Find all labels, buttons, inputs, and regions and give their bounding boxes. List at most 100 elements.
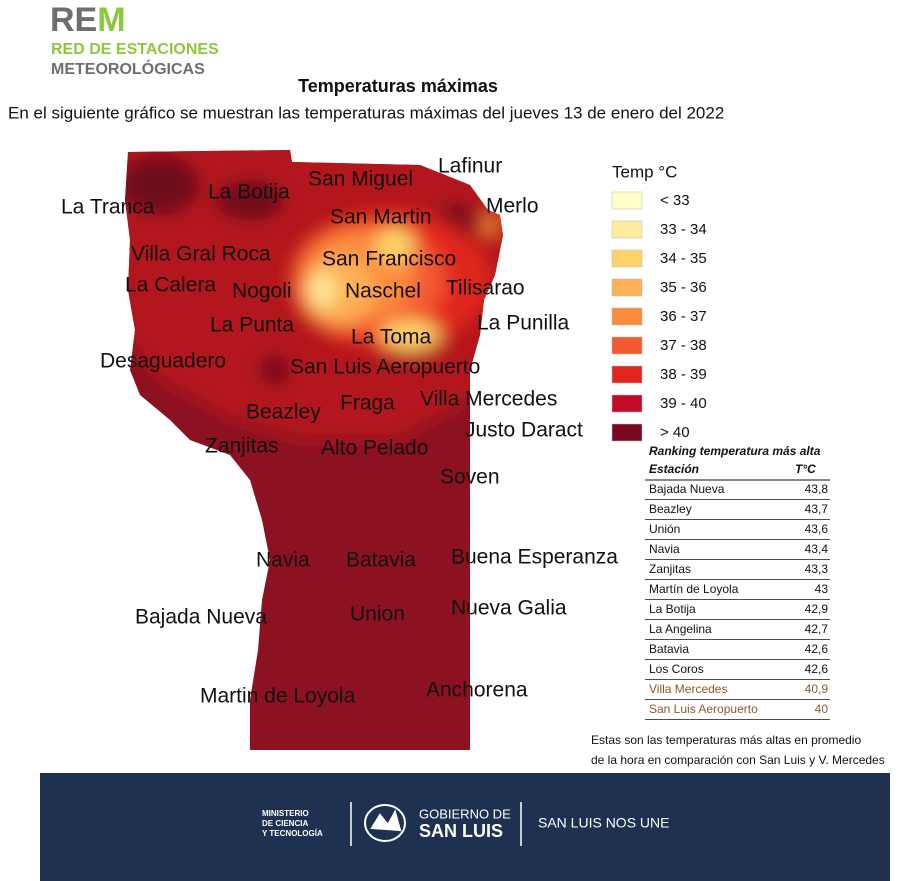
station: Unión <box>649 522 680 536</box>
temperature: 42,7 <box>805 622 829 636</box>
subtitle: En el siguiente gráfico se muestran las … <box>8 103 724 122</box>
map-labels: Lafinur San Miguel La Botija La Tranca Merlo… <box>61 155 618 708</box>
legend-label: 39 - 40 <box>660 395 707 412</box>
legend-title: Temp °C <box>612 162 677 181</box>
map-label: Desaguadero <box>100 350 226 373</box>
station: Los Coros <box>649 662 704 676</box>
footer-ministry: MINISTERIO <box>262 809 309 818</box>
map-label: La Punta <box>210 314 294 337</box>
footer <box>40 773 890 881</box>
map-label: Beazley <box>246 401 321 424</box>
map <box>125 150 503 750</box>
ranking-table: Bajada Nueva 43,8 Beazley 43,7 Unión 43,6 Navi… <box>645 479 830 720</box>
footer-slogan: SAN LUIS NOS UNE <box>538 815 669 831</box>
footer-gov: SAN LUIS <box>419 821 503 841</box>
map-label: Lafinur <box>438 155 502 178</box>
map-label: San Luis Aeropuerto <box>290 356 480 379</box>
logo: REM <box>50 1 126 39</box>
temperature: 43,6 <box>805 522 829 536</box>
legend-label: 38 - 39 <box>660 366 707 383</box>
map-label: San Miguel <box>308 168 413 191</box>
station: Navia <box>649 542 680 556</box>
note: Estas son las temperaturas más altas en … <box>591 733 861 747</box>
station: Martín de Loyola <box>649 582 739 596</box>
legend-label: 35 - 36 <box>660 279 707 296</box>
table-header: Estación <box>649 462 699 476</box>
temperature: 42,9 <box>805 602 829 616</box>
logo-part: M <box>97 1 125 39</box>
station: San Luis Aeropuerto <box>649 702 758 716</box>
legend: < 33 33 - 34 34 - 35 35 - 36 36 - 37 37 - 38 3… <box>611 191 707 442</box>
map-label: Zanjitas <box>205 435 279 458</box>
map-label: Martin de Loyola <box>200 685 356 708</box>
legend-label: 34 - 35 <box>660 250 707 267</box>
legend-swatch <box>611 365 643 384</box>
station: Beazley <box>649 502 692 516</box>
temperature: 40,9 <box>805 682 829 696</box>
map-label: Nogoli <box>232 280 292 303</box>
title: Temperaturas máximas <box>298 76 498 96</box>
footer-gov: GOBIERNO DE <box>419 806 511 821</box>
station: Villa Mercedes <box>649 682 727 696</box>
legend-swatch <box>611 249 643 268</box>
emblem <box>364 804 406 842</box>
temperature: 43,7 <box>805 502 829 516</box>
footer-ministry: Y TECNOLOGÍA <box>262 829 323 838</box>
map-label: Soven <box>440 466 500 489</box>
footer-ministry: DE CIENCIA <box>262 819 308 828</box>
map-label: Navia <box>256 549 310 572</box>
logo-part: RE <box>50 1 97 39</box>
map-label: Naschel <box>345 280 421 303</box>
map-label: Bajada Nueva <box>135 606 267 629</box>
logo-line: RED DE ESTACIONES <box>51 41 219 58</box>
map-label: Nueva Galia <box>451 597 567 620</box>
station: La Angelina <box>649 622 712 636</box>
legend-swatch <box>611 423 643 442</box>
map-label: Justo Daract <box>465 419 583 442</box>
legend-swatch <box>611 307 643 326</box>
legend-label: < 33 <box>660 192 690 209</box>
station: Zanjitas <box>649 562 691 576</box>
legend-swatch <box>611 191 643 210</box>
table-title: Ranking temperatura más alta <box>649 444 821 458</box>
legend-label: 37 - 38 <box>660 337 707 354</box>
temperature: 43,4 <box>805 542 829 556</box>
map-label: La Toma <box>351 326 431 349</box>
temperature: 42,6 <box>805 662 829 676</box>
map-label: La Punilla <box>477 312 570 335</box>
legend-label: > 40 <box>660 424 690 441</box>
legend-swatch <box>611 278 643 297</box>
map-label: Buena Esperanza <box>451 546 618 569</box>
temperature: 42,6 <box>805 642 829 656</box>
map-label: Alto Pelado <box>321 437 428 460</box>
map-label: San Martin <box>330 206 432 229</box>
map-label: Villa Mercedes <box>420 388 557 411</box>
map-label: Villa Gral Roca <box>131 243 271 266</box>
station: Bajada Nueva <box>649 482 725 496</box>
map-label: La Tranca <box>61 196 155 219</box>
map-label: Tilisarao <box>446 277 525 300</box>
logo-line: METEOROLÓGICAS <box>51 59 205 78</box>
map-label: Batavia <box>346 549 416 572</box>
temperature: 43,8 <box>805 482 829 496</box>
temperature: 40 <box>815 702 829 716</box>
map-label: Union <box>350 603 405 626</box>
temperature: 43,3 <box>805 562 829 576</box>
map-label: San Francisco <box>322 248 456 271</box>
legend-label: 36 - 37 <box>660 308 707 325</box>
station: La Botija <box>649 602 696 616</box>
map-label: La Botija <box>208 181 290 204</box>
station: Batavia <box>649 642 689 656</box>
legend-swatch <box>611 394 643 413</box>
legend-swatch <box>611 220 643 239</box>
legend-swatch <box>611 336 643 355</box>
map-label: Fraga <box>340 392 395 415</box>
temperature: 43 <box>815 582 829 596</box>
map-label: Merlo <box>486 195 539 218</box>
note: de la hora en comparación con San Luis y… <box>591 753 885 767</box>
map-label: Anchorena <box>426 679 528 702</box>
table-header: T°C <box>795 462 816 476</box>
map-label: La Calera <box>125 274 216 297</box>
